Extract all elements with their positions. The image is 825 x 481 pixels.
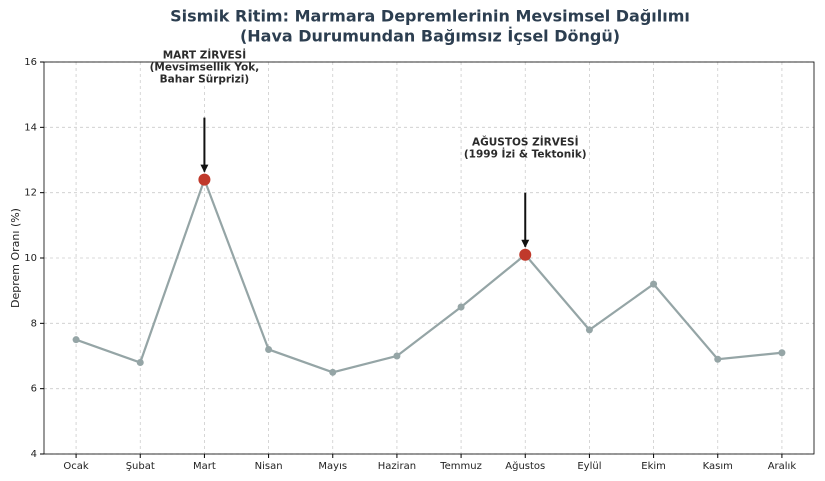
annotation-text: AĞUSTOS ZİRVESİ: [472, 135, 579, 149]
y-tick-label: 14: [24, 122, 37, 133]
annotation-text: (Mevsimsellik Yok,: [150, 62, 260, 74]
y-tick-label: 4: [31, 449, 37, 460]
x-tick-label: Mayıs: [318, 461, 347, 472]
y-axis-label: Deprem Oranı (%): [9, 208, 22, 308]
x-tick-label: Aralık: [768, 461, 797, 472]
x-tick-label: Kasım: [703, 461, 733, 472]
point: [265, 345, 273, 353]
point: [136, 359, 144, 367]
x-tick-label: Ekim: [641, 461, 666, 472]
annotation-text: MART ZİRVESİ: [163, 48, 246, 62]
plot-frame: [43, 61, 815, 455]
point: [457, 303, 465, 311]
point: [585, 326, 593, 334]
point: [714, 355, 722, 363]
x-tick-label: Ocak: [63, 461, 88, 472]
x-tick-label: Temmuz: [439, 461, 482, 472]
point: [72, 336, 80, 344]
y-tick-label: 8: [31, 318, 37, 329]
y-tick-label: 12: [24, 188, 37, 199]
x-tick-label: Şubat: [126, 461, 155, 472]
chart-title: Sismik Ritim: Marmara Depremlerinin Mevs…: [170, 7, 690, 26]
y-tick-label: 6: [31, 384, 37, 395]
annotation-text: (1999 İzi & Tektonik): [464, 147, 587, 161]
chart-subtitle: (Hava Durumundan Bağımsız İçsel Döngü): [240, 27, 620, 46]
point: [778, 349, 786, 357]
line: [75, 176, 783, 374]
point: [650, 280, 658, 288]
y-tick-label: 10: [24, 253, 37, 264]
point: [329, 368, 337, 376]
y-tick-label: 16: [24, 57, 37, 68]
point: [393, 352, 401, 360]
highlight-point: [519, 248, 532, 261]
x-tick-label: Nisan: [255, 461, 283, 472]
highlight-point: [198, 173, 211, 186]
x-tick-label: Eylül: [577, 461, 601, 472]
x-tick-label: Ağustos: [505, 460, 545, 472]
x-tick-label: Mart: [193, 461, 216, 472]
annotation-text: Bahar Sürprizi): [160, 74, 250, 86]
x-tick-label: Haziran: [378, 461, 416, 472]
